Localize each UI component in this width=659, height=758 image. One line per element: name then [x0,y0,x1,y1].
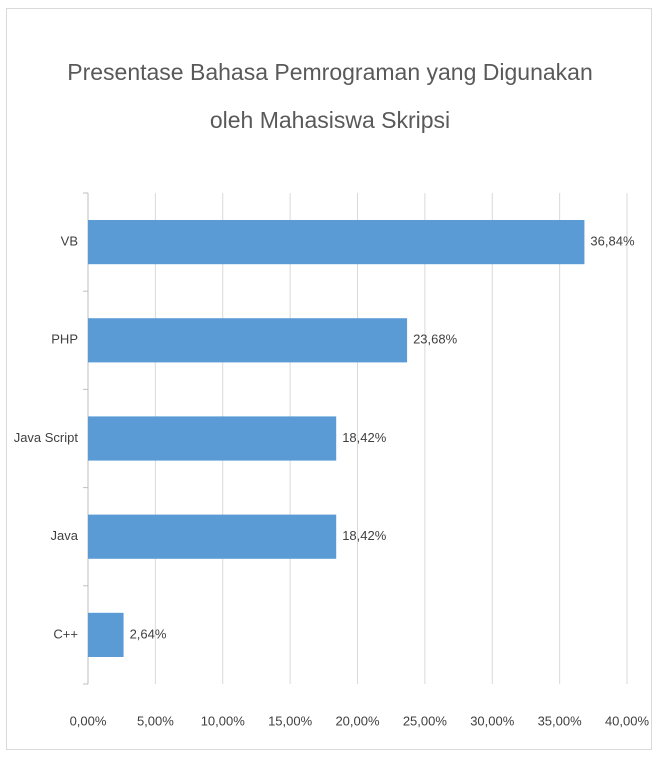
x-tick-label: 20,00% [335,713,380,728]
value-label: 36,84% [590,234,635,249]
chart-title: Presentase Bahasa Pemrograman yang Digun… [67,59,593,133]
y-tick-label: C++ [53,626,78,641]
x-tick-label: 35,00% [538,713,583,728]
bar [88,416,337,461]
y-tick-label: PHP [51,332,78,347]
x-tick-label: 25,00% [403,713,448,728]
y-tick-label: Java [51,528,79,543]
bar [88,514,337,559]
x-tick-label: 30,00% [470,713,515,728]
value-label: 23,68% [413,332,458,347]
value-label: 2,64% [130,626,167,641]
x-tick-label: 10,00% [201,713,246,728]
x-tick-label: 5,00% [137,713,174,728]
x-tick-label: 15,00% [268,713,313,728]
value-label: 18,42% [342,430,387,445]
x-tick-label: 40,00% [605,713,650,728]
bar [88,612,124,657]
y-tick-label: Java Script [14,430,79,445]
y-tick-label: VB [61,234,78,249]
x-tick-label: 0,00% [70,713,107,728]
chart-border [6,8,652,750]
bar [88,220,585,265]
bar [88,318,408,363]
value-label: 18,42% [342,528,387,543]
